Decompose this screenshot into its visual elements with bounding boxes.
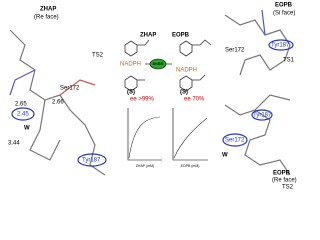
label: Ser172 [225, 48, 245, 54]
highlight [77, 153, 107, 167]
label: 2.45 [17, 112, 29, 118]
enzyme-label: ShBR [153, 61, 164, 66]
ee: ee 70% [184, 97, 205, 103]
title: ZHAP [40, 7, 56, 13]
substrate: EOPB [172, 33, 190, 39]
face: (Si face) [273, 11, 295, 17]
label: Tyr187 [82, 158, 101, 164]
state: TS1 [283, 58, 295, 64]
label: 2.65 [15, 102, 27, 108]
highlight [268, 39, 294, 51]
face: (Re face) [34, 15, 59, 21]
state: TS2 [282, 185, 294, 189]
state: TS2 [92, 53, 104, 59]
enzyme [149, 58, 167, 70]
plot-x-label: ZHAP (mM) [136, 164, 154, 168]
cofactor: NADPH [120, 62, 141, 68]
highlight [11, 107, 35, 121]
label: W [24, 126, 30, 132]
label: 2.66 [52, 100, 64, 106]
label: 3.44 [8, 141, 20, 147]
highlight [222, 133, 248, 147]
right-top-structure [224, 9, 291, 76]
left-structure [9, 29, 106, 176]
plot-axes [127, 108, 208, 161]
label: Tyr187 [271, 43, 290, 49]
figure: ZHAP (Re face) TS2 2.45 W Ser172 2.66 2.… [8, 3, 297, 191]
substrate: ZHAP [140, 33, 156, 39]
label: Ser172 [60, 86, 80, 92]
config: (S) [127, 90, 135, 96]
ee: ee >99% [130, 97, 155, 103]
face: (Re face) [272, 178, 297, 184]
label: W [222, 153, 228, 159]
highlight [251, 109, 273, 121]
right-bottom-structure [224, 94, 291, 176]
config: (S) [180, 90, 188, 96]
title: EOPB [273, 171, 291, 177]
plot-x-label: EOPB (mM) [181, 164, 200, 168]
label: Ser172 [225, 138, 245, 144]
cofactor: NADPH [176, 68, 197, 74]
title: EOPB [275, 3, 293, 9]
label: Tyr187 [253, 113, 272, 119]
